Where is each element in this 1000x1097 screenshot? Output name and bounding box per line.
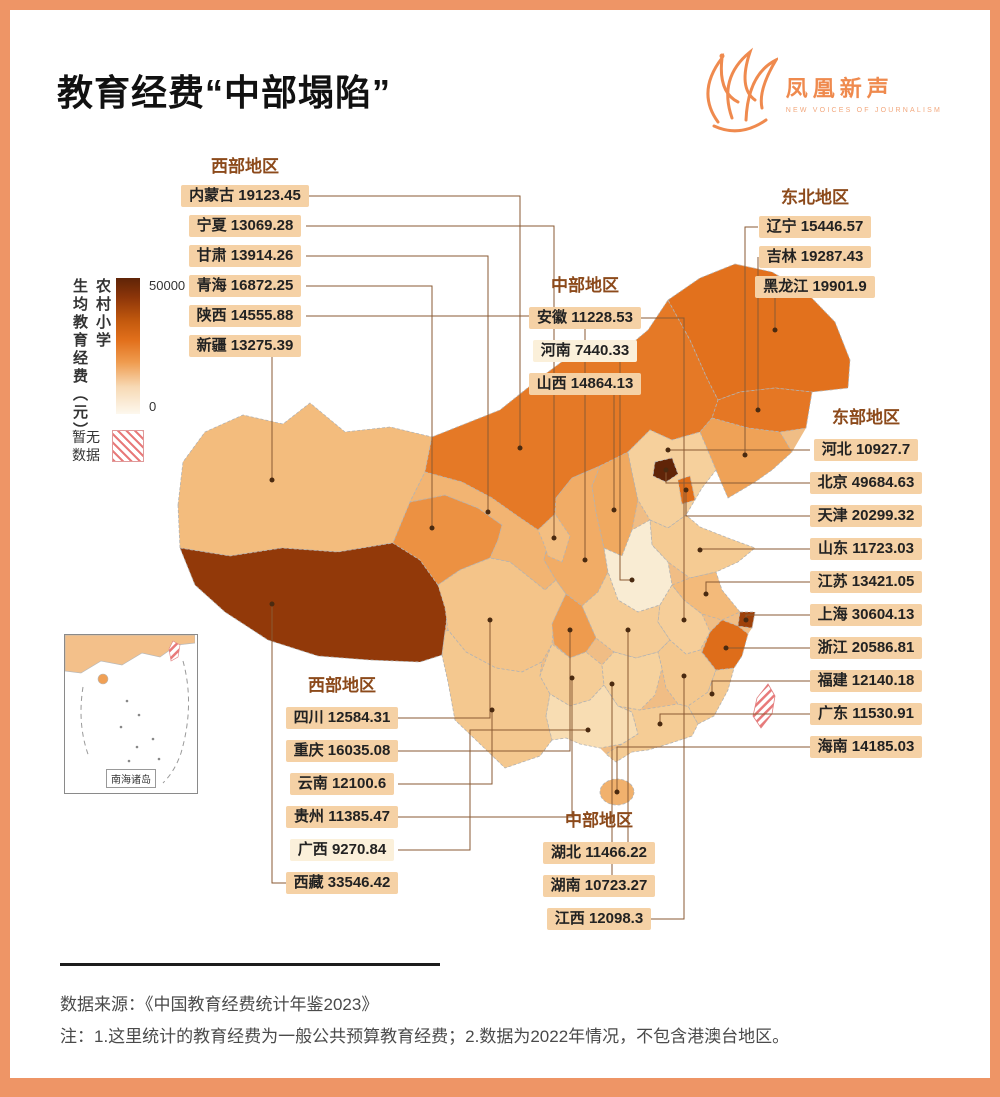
region-header: 中部地区 xyxy=(565,811,633,830)
no-data-hatch-swatch xyxy=(112,430,144,462)
province-chip-江西: 江西 12098.3 xyxy=(546,908,652,930)
phoenix-logo-icon xyxy=(706,47,778,133)
brand-subtitle: NEW VOICES OF JOURNALISM xyxy=(785,106,942,114)
province-chip-安徽: 安徽 11228.53 xyxy=(529,307,641,329)
province-chip-湖北: 湖北 11466.22 xyxy=(543,842,655,864)
province-xizang xyxy=(179,542,449,663)
province-taiwan-nodata xyxy=(752,683,776,729)
inset-map-graphic xyxy=(64,634,196,784)
inset-map-label: 南海诸岛 xyxy=(106,769,156,788)
region-group-west-top: 西部地区内蒙古 19123.45 宁夏 13069.28 甘肃 13914.26 青海… xyxy=(175,157,315,357)
province-chip-广西: 广西 9270.84 xyxy=(289,839,395,861)
province-chip-甘肃: 甘肃 13914.26 xyxy=(188,245,302,267)
legend-axis-sublabel: 农村小学 xyxy=(94,278,111,350)
province-chip-贵州: 贵州 11385.47 xyxy=(286,806,398,828)
no-data-label: 暂无数据 xyxy=(72,429,100,463)
province-chip-四川: 四川 12584.31 xyxy=(285,707,399,729)
province-guangxi xyxy=(545,684,639,749)
south-china-sea-inset-map: 南海诸岛 xyxy=(64,634,198,794)
province-xinjiang xyxy=(177,402,433,557)
region-header: 西部地区 xyxy=(211,157,279,176)
brand-name: 凤凰新声 xyxy=(785,75,894,101)
legend-max-label: 50000 xyxy=(149,278,186,293)
province-chip-山东: 山东 11723.03 xyxy=(810,538,922,560)
province-chip-宁夏: 宁夏 13069.28 xyxy=(188,215,302,237)
color-legend: 生均教育经费（元） 农村小学 50000 0 xyxy=(70,278,185,440)
province-guizhou xyxy=(539,643,605,707)
legend-axis-label: 生均教育经费（元） xyxy=(71,278,88,440)
province-zhejiang xyxy=(701,619,749,671)
province-chip-重庆: 重庆 16035.08 xyxy=(285,740,399,762)
region-header: 东部地区 xyxy=(832,408,900,427)
region-header: 西部地区 xyxy=(308,676,376,695)
province-chip-山西: 山西 14864.13 xyxy=(528,373,642,395)
province-chip-云南: 云南 12100.6 xyxy=(289,773,395,795)
province-hunan xyxy=(601,651,663,711)
province-chip-浙江: 浙江 20586.81 xyxy=(809,637,923,659)
province-chip-辽宁: 辽宁 15446.57 xyxy=(758,216,872,238)
province-liaoning xyxy=(699,417,793,499)
province-shandong xyxy=(649,514,756,579)
province-chip-青海: 青海 16872.25 xyxy=(188,275,302,297)
region-group-northeast: 东北地区辽宁 15446.57 吉林 19287.43 黑龙江 19901.9 xyxy=(750,188,880,298)
no-data-legend: 暂无数据 xyxy=(72,428,144,464)
region-group-east: 东部地区河北 10927.7 北京 49684.63 天津 20299.32 山东 1… xyxy=(795,408,937,758)
province-chip-陕西: 陕西 14555.88 xyxy=(188,305,302,327)
province-shapes xyxy=(177,263,851,806)
province-chip-河北: 河北 10927.7 xyxy=(813,439,919,461)
region-header: 中部地区 xyxy=(551,276,619,295)
legend-gradient-bar xyxy=(116,278,140,414)
province-chip-海南: 海南 14185.03 xyxy=(809,736,923,758)
province-chip-吉林: 吉林 19287.43 xyxy=(758,246,872,268)
province-chip-广东: 广东 11530.91 xyxy=(810,703,922,725)
province-chip-天津: 天津 20299.32 xyxy=(809,505,923,527)
province-hebei xyxy=(627,429,717,529)
province-chip-上海: 上海 30604.13 xyxy=(809,604,923,626)
province-chip-西藏: 西藏 33546.42 xyxy=(285,872,399,894)
province-chip-江苏: 江苏 13421.05 xyxy=(809,571,923,593)
province-chip-新疆: 新疆 13275.39 xyxy=(188,335,302,357)
region-group-central-bottom: 中部地区湖北 11466.22 湖南 10723.27 江西 12098.3 xyxy=(535,811,663,930)
data-source-text: 数据来源：《中国教育经费统计年鉴2023》 xyxy=(60,995,379,1014)
province-chip-福建: 福建 12140.18 xyxy=(809,670,923,692)
legend-min-label: 0 xyxy=(149,399,157,414)
page-title: 教育经费“中部塌陷” xyxy=(57,72,392,113)
region-group-west-bottom: 西部地区四川 12584.31 重庆 16035.08 云南 12100.6 贵州 1… xyxy=(278,676,406,894)
province-chip-黑龙江: 黑龙江 19901.9 xyxy=(755,276,875,298)
orange-bottom-bar xyxy=(0,1078,1000,1097)
region-header: 东北地区 xyxy=(781,188,849,207)
footer-divider xyxy=(60,963,440,966)
province-heilongjiang xyxy=(667,263,851,401)
province-chip-河南: 河南 7440.33 xyxy=(532,340,638,362)
province-chip-北京: 北京 49684.63 xyxy=(809,472,923,494)
province-dots xyxy=(269,327,778,795)
province-henan xyxy=(603,519,673,613)
footnote-text: 注：1.这里统计的教育经费为一般公共预算教育经费；2.数据为2022年情况，不包… xyxy=(60,1027,790,1046)
region-group-central-top: 中部地区安徽 11228.53 河南 7440.33 山西 14864.13 xyxy=(520,276,650,395)
province-chip-湖南: 湖南 10723.27 xyxy=(542,875,656,897)
brand-logo: 凤凰新声 NEW VOICES OF JOURNALISM xyxy=(700,44,942,140)
province-chip-内蒙古: 内蒙古 19123.45 xyxy=(181,185,309,207)
